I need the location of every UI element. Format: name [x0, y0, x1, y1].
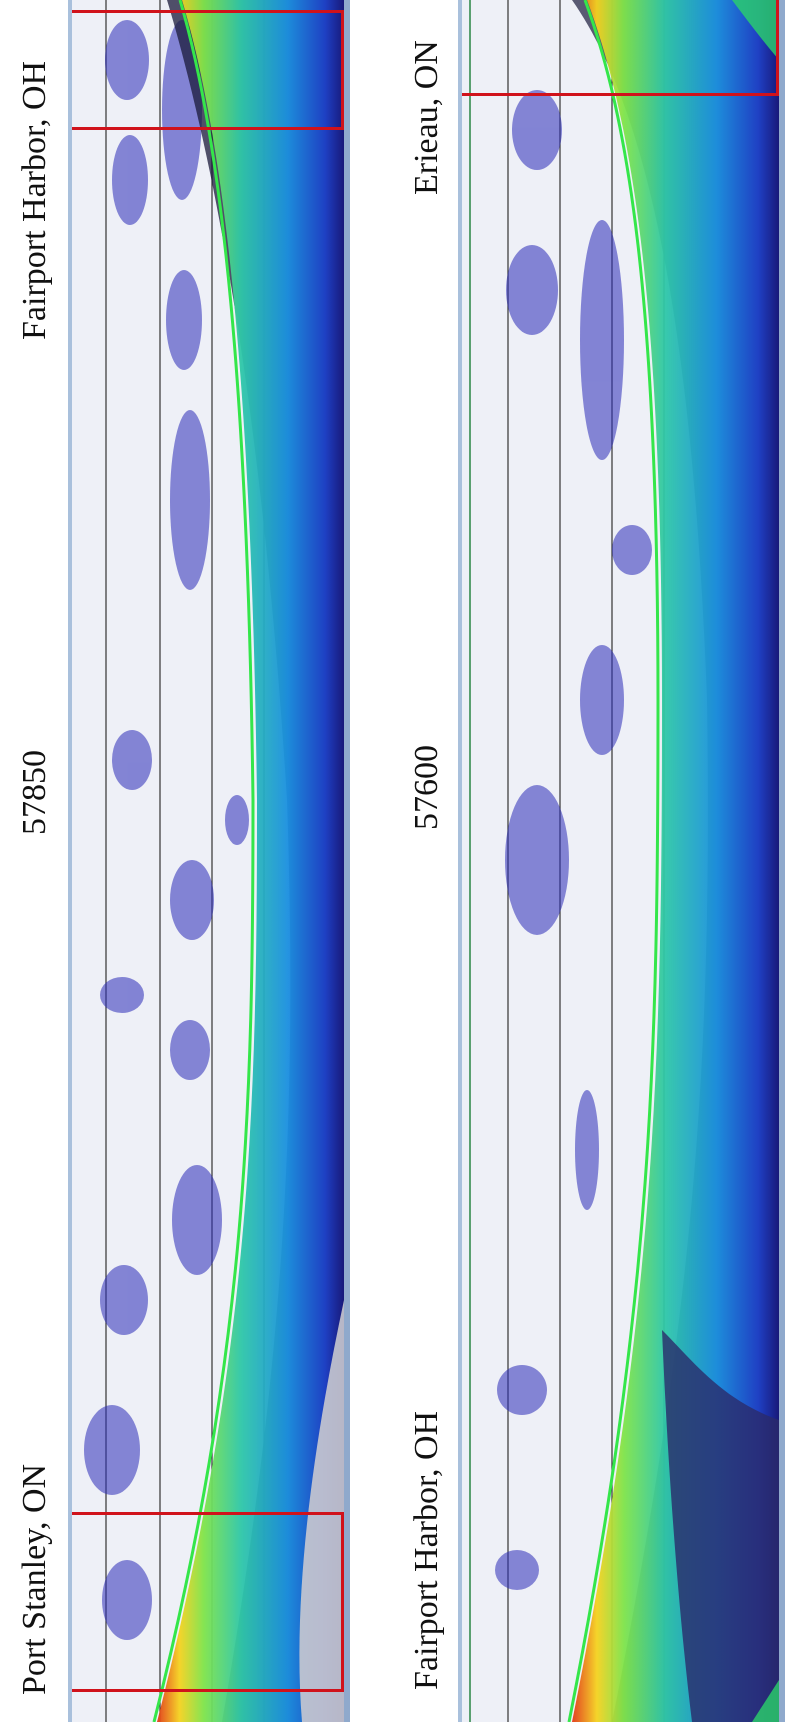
right-echogram	[462, 0, 779, 1722]
left-top-highlight-box	[72, 10, 344, 130]
left-echogram-panel	[68, 0, 350, 1722]
right-top-highlight-box	[462, 0, 779, 96]
right-mid-label: 57600	[408, 745, 445, 830]
left-bottom-highlight-box	[72, 1512, 344, 1692]
left-top-label: Fairport Harbor, OH	[16, 60, 53, 340]
right-bottom-label: Fairport Harbor, OH	[408, 1410, 445, 1690]
right-echogram-panel	[458, 0, 785, 1722]
left-echogram	[72, 0, 344, 1722]
left-bottom-label: Port Stanley, ON	[16, 1463, 53, 1695]
right-top-label: Erieau, ON	[408, 40, 445, 195]
left-mid-label: 57850	[16, 750, 53, 835]
